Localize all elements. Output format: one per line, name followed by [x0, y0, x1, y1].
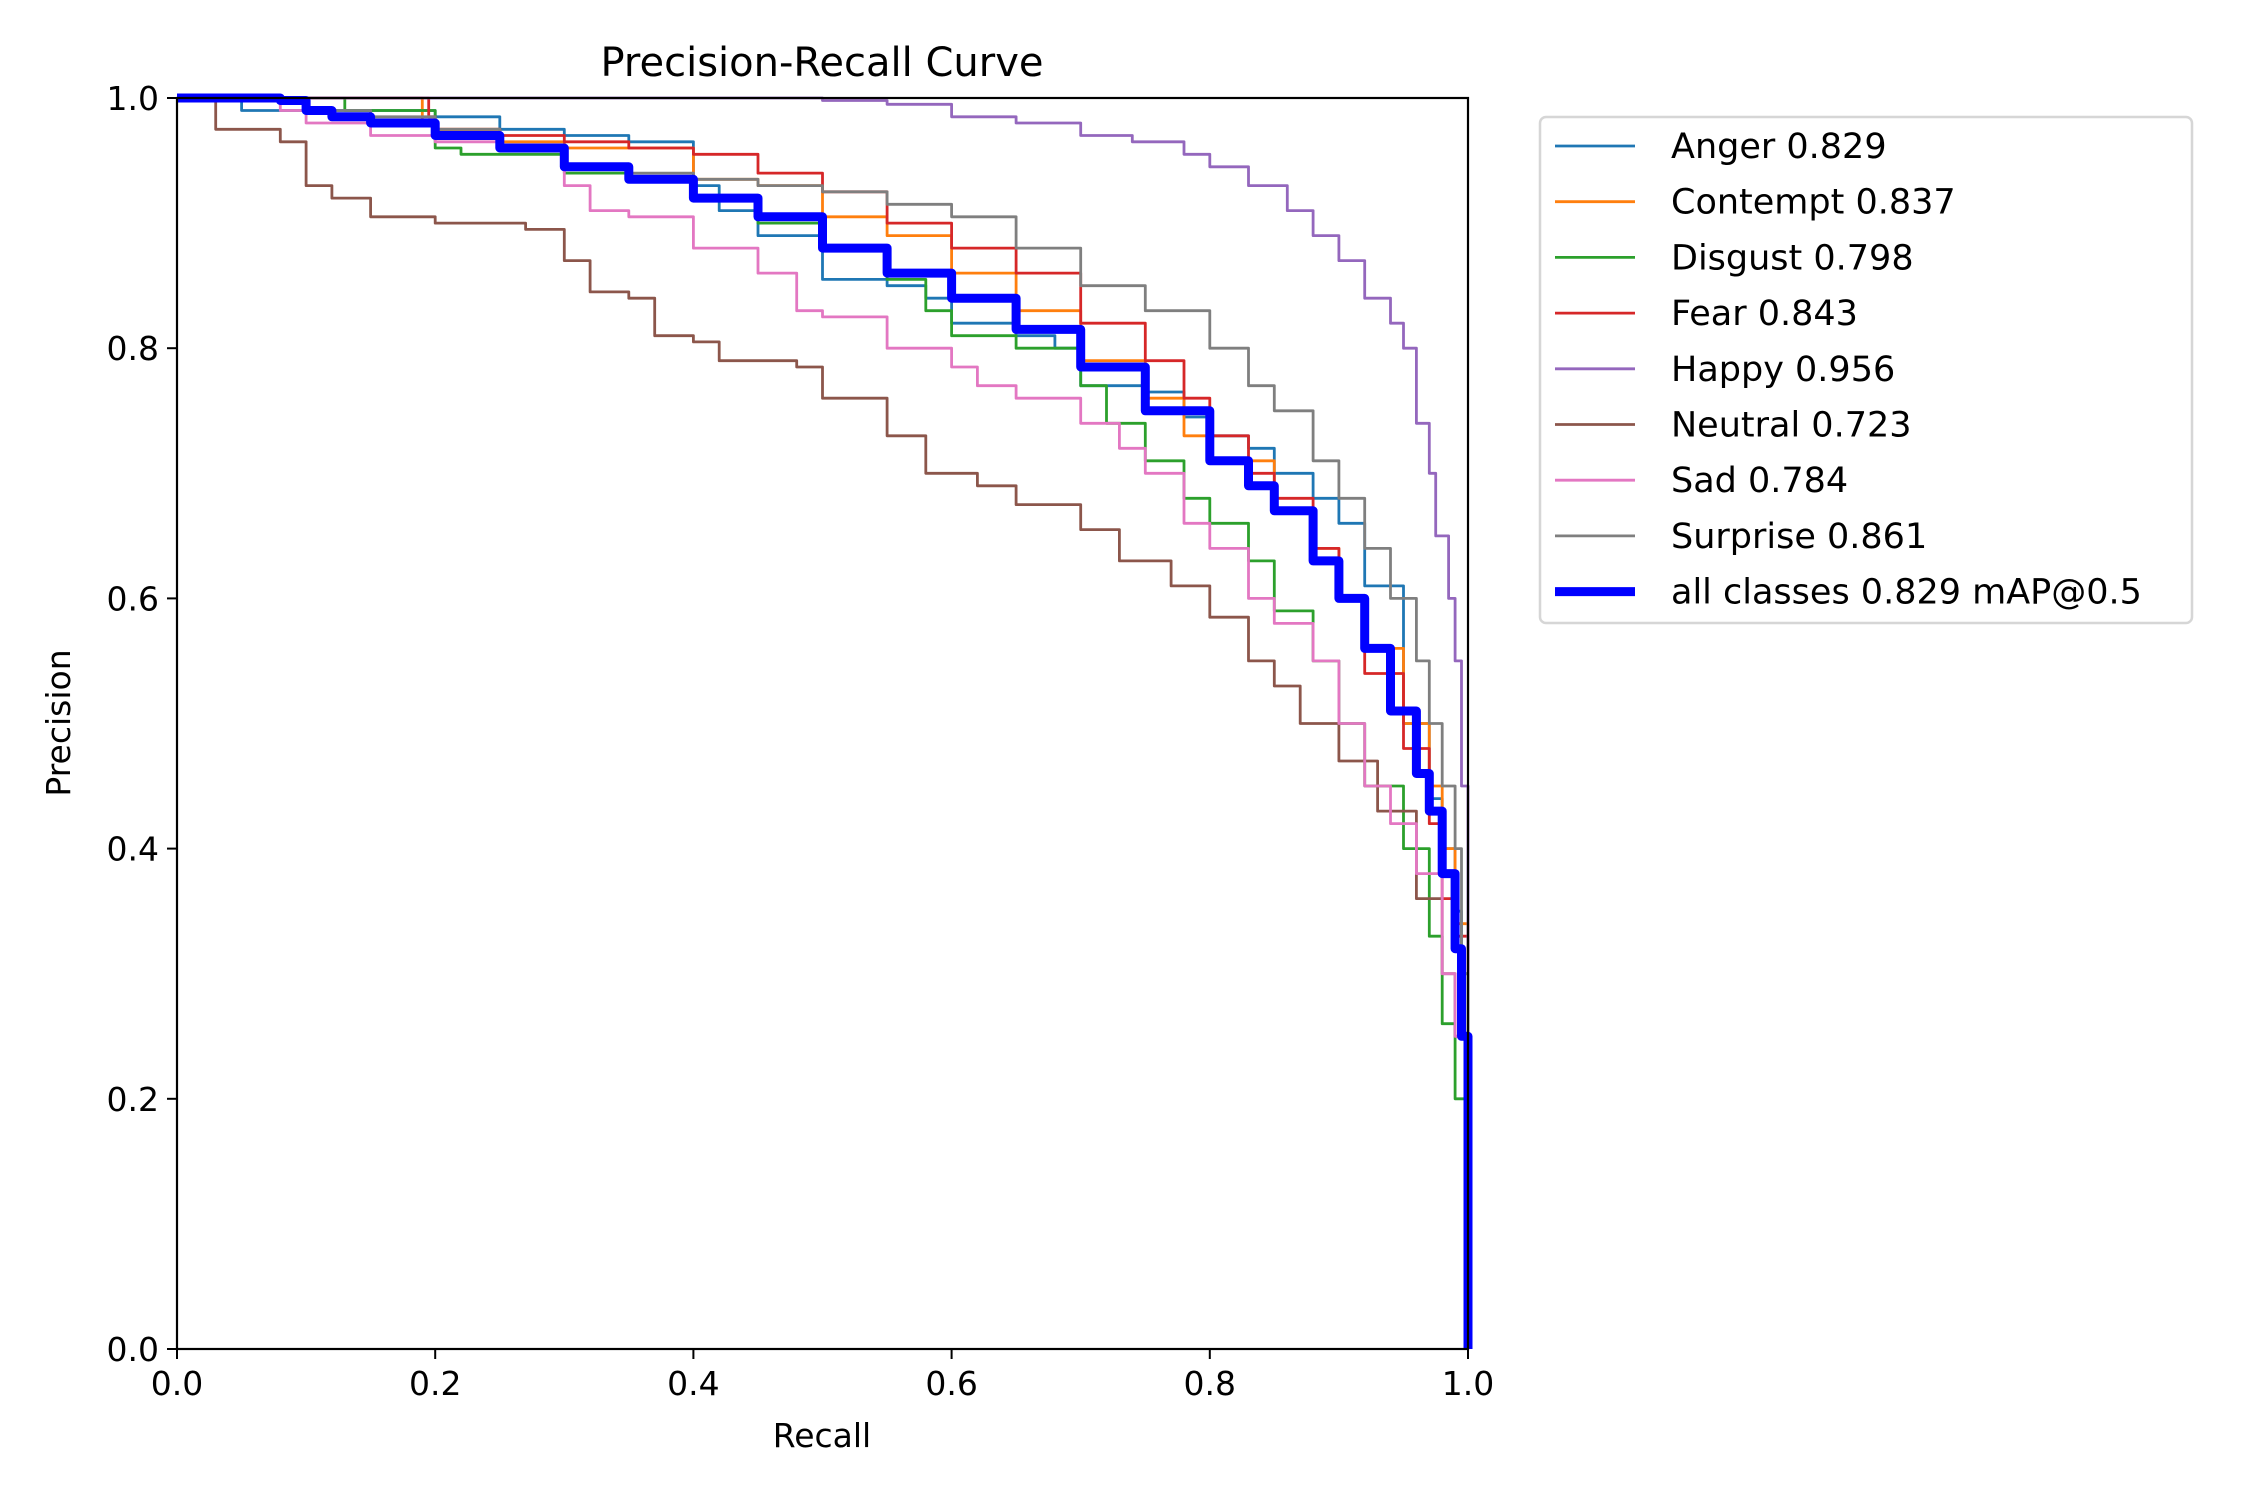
y-axis-label: Precision	[39, 649, 78, 796]
chart-title: Precision-Recall Curve	[601, 40, 1044, 86]
legend-entry-label: Surprise 0.861	[1671, 517, 1927, 557]
y-tick-label: 0.2	[107, 1080, 159, 1119]
axes-frame	[175, 96, 1470, 1351]
y-tick-label: 1.0	[107, 79, 159, 118]
legend: Anger 0.829 Contempt 0.837 Disgust 0.798 Fe…	[1538, 115, 2194, 625]
x-tick-label: 0.8	[1184, 1364, 1236, 1403]
series-line-all-all	[177, 93, 1473, 1349]
x-axis-ticks: 0.0 0.2 0.4 0.6 0.8 1.0	[151, 1349, 1494, 1403]
x-axis-label: Recall	[773, 1416, 871, 1455]
series-line-fear	[177, 96, 1470, 1349]
y-tick-label: 0.0	[107, 1330, 159, 1369]
x-tick-label: 0.2	[409, 1364, 461, 1403]
plot-lines	[177, 93, 1473, 1349]
series-line-disgust	[177, 96, 1470, 1349]
legend-entry-label: Neutral 0.723	[1671, 406, 1912, 446]
x-tick-label: 1.0	[1442, 1364, 1494, 1403]
legend-entry-label: Disgust 0.798	[1671, 238, 1914, 278]
x-tick-label: 0.4	[667, 1364, 719, 1403]
legend-entry-label: Fear 0.843	[1671, 294, 1858, 334]
series-line-anger	[177, 96, 1470, 1349]
series-line-sad	[177, 96, 1470, 1349]
y-axis-ticks: 0.0 0.2 0.4 0.6 0.8 1.0	[107, 79, 177, 1369]
legend-entry-label: Happy 0.956	[1671, 350, 1895, 390]
legend-frame	[1538, 115, 2194, 625]
y-tick-label: 0.8	[107, 329, 159, 368]
legend-entry-label: Sad 0.784	[1671, 461, 1848, 501]
legend-entry-label: Contempt 0.837	[1671, 183, 1956, 223]
series-line-contempt	[177, 96, 1470, 1349]
legend-entry-label: Anger 0.829	[1671, 127, 1887, 167]
series-line-surprise	[177, 96, 1470, 1349]
y-tick-label: 0.6	[107, 579, 159, 618]
series-line-neutral	[177, 96, 1470, 1349]
series-line-happy	[177, 96, 1470, 1349]
legend-entry-label: all classes 0.829 mAP@0.5	[1671, 573, 2142, 613]
x-tick-label: 0.0	[151, 1364, 203, 1403]
y-tick-label: 0.4	[107, 830, 159, 869]
x-tick-label: 0.6	[925, 1364, 977, 1403]
